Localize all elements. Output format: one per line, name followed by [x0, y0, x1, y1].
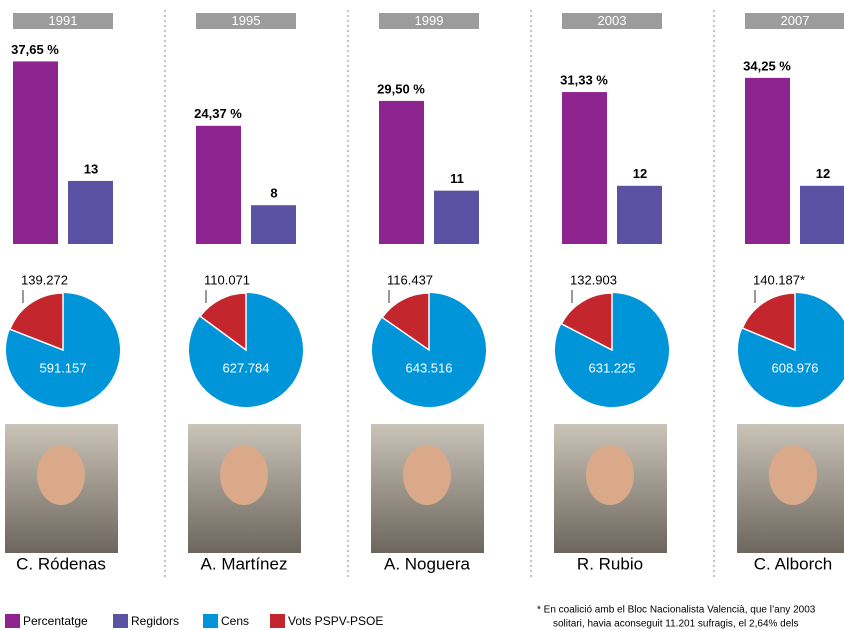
candidate-name: R. Rubio — [577, 554, 643, 573]
candidate-name: C. Ródenas — [16, 554, 106, 573]
value-label: 8 — [270, 186, 277, 201]
candidate-name: C. Alborch — [754, 554, 832, 573]
legend-swatch — [203, 614, 218, 628]
value-label: 12 — [633, 166, 647, 181]
bar — [800, 186, 844, 244]
bar — [196, 126, 241, 244]
legend-swatch — [113, 614, 128, 628]
year-label: 2003 — [598, 13, 627, 28]
value-label: 24,37 % — [194, 106, 242, 121]
legend-label: Percentatge — [23, 614, 88, 628]
legend-label: Cens — [221, 614, 249, 628]
legend-label: Vots PSPV-PSOE — [288, 614, 383, 628]
year-label: 1995 — [232, 13, 261, 28]
votes-label: 132.903 — [570, 272, 617, 287]
photo-face — [403, 445, 451, 505]
census-label: 643.516 — [406, 360, 453, 375]
votes-label: 140.187* — [753, 272, 805, 287]
bar — [617, 186, 662, 244]
census-label: 591.157 — [40, 360, 87, 375]
year-label: 1999 — [415, 13, 444, 28]
value-label: 12 — [816, 166, 830, 181]
note: solitari, havia aconseguit 11.201 sufrag… — [553, 619, 799, 630]
value-label: 13 — [84, 161, 98, 176]
bar — [745, 78, 790, 244]
legend-swatch — [270, 614, 285, 628]
votes-label: 116.437 — [387, 272, 433, 287]
photo-face — [37, 445, 85, 505]
bar — [434, 191, 479, 244]
value-label: 31,33 % — [560, 72, 608, 87]
bar — [562, 92, 607, 244]
bar — [68, 181, 113, 244]
bar — [251, 205, 296, 244]
bar — [13, 61, 58, 244]
votes-label: 110.071 — [204, 272, 250, 287]
infographic: 1991 37,65 % 13 139.272 591.157 C. Ródenas 199… — [0, 0, 844, 630]
legend-label: Regidors — [131, 614, 179, 628]
photo-face — [586, 445, 634, 505]
value-label: 29,50 % — [377, 81, 425, 96]
year-label: 2007 — [781, 13, 810, 28]
votes-label: 139.272 — [21, 272, 68, 287]
census-label: 608.976 — [772, 360, 819, 375]
note: * En coalició amb el Bloc Nacionalista V… — [537, 605, 816, 616]
photo-face — [220, 445, 268, 505]
value-label: 11 — [450, 171, 464, 186]
legend-swatch — [5, 614, 20, 628]
census-label: 631.225 — [589, 360, 636, 375]
value-label: 37,65 % — [11, 42, 59, 57]
candidate-name: A. Martínez — [201, 554, 288, 573]
bar — [379, 101, 424, 244]
value-label: 34,25 % — [743, 58, 791, 73]
photo-face — [769, 445, 817, 505]
candidate-name: A. Noguera — [384, 554, 471, 573]
census-label: 627.784 — [223, 360, 270, 375]
year-label: 1991 — [49, 13, 78, 28]
